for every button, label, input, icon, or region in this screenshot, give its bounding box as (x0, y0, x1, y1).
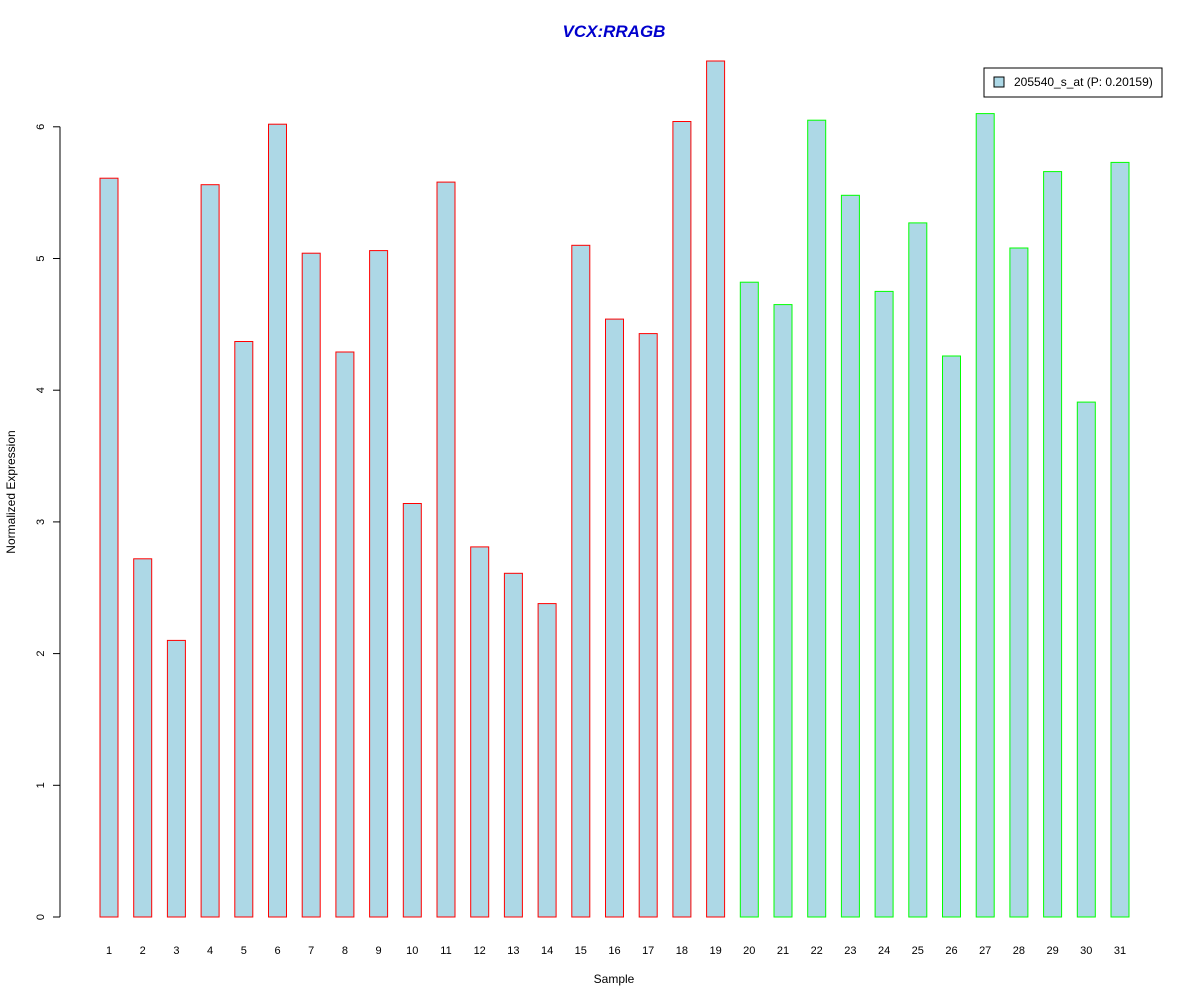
bar-sample-11 (436, 181, 456, 918)
x-tick-label: 22 (811, 945, 823, 957)
bar-sample-24 (874, 290, 894, 918)
y-tick-label: 3 (35, 519, 47, 525)
bar-sample-20 (739, 281, 759, 918)
bar-sample-27 (975, 113, 995, 918)
bar-sample-29 (1043, 171, 1063, 918)
x-tick-label: 11 (440, 945, 451, 957)
bars (99, 60, 1130, 918)
x-tick-label: 3 (173, 945, 179, 957)
bar-sample-17 (638, 333, 658, 918)
x-tick-label: 13 (507, 945, 519, 957)
x-tick-labels: 1 2 3 4 5 6 7 8 9 10 11 12 13 14 15 16 17 18 19 20 21 22 23 24 2… (106, 945, 1126, 957)
y-tick-label: 5 (35, 255, 47, 261)
bar-sample-10 (402, 503, 422, 918)
x-tick-label: 23 (844, 945, 856, 957)
x-tick-label: 4 (207, 945, 213, 957)
bar-sample-19 (706, 60, 726, 918)
bar-sample-5 (234, 341, 254, 918)
bar-sample-12 (470, 546, 490, 918)
bar-sample-9 (369, 250, 389, 918)
x-tick-label: 29 (1046, 945, 1058, 957)
bar-sample-31 (1110, 161, 1130, 918)
x-tick-label: 16 (608, 945, 620, 957)
bar-sample-21 (773, 304, 793, 918)
bar-sample-15 (571, 244, 591, 918)
bar-sample-25 (908, 222, 928, 918)
y-tick-label: 6 (35, 124, 47, 130)
bar-sample-22 (807, 119, 827, 918)
x-tick-label: 12 (474, 945, 486, 957)
x-tick-label: 30 (1080, 945, 1092, 957)
x-tick-label: 9 (376, 945, 382, 957)
x-tick-label: 24 (878, 945, 890, 957)
y-tick-label: 0 (35, 914, 47, 920)
y-axis: 0 1 2 3 4 5 6 (35, 124, 61, 920)
bar-sample-30 (1076, 401, 1096, 918)
legend-box (983, 67, 1163, 98)
x-tick-label: 28 (1013, 945, 1025, 957)
bar-sample-18 (672, 121, 692, 918)
x-tick-label: 25 (912, 945, 924, 957)
y-tick-label: 2 (35, 651, 47, 657)
x-tick-label: 21 (777, 945, 789, 957)
bar-sample-28 (1009, 247, 1029, 918)
bar-sample-1 (99, 177, 119, 918)
bar-sample-23 (840, 194, 860, 918)
y-tick-label: 1 (35, 782, 47, 788)
x-tick-label: 1 (106, 945, 112, 957)
x-tick-label: 14 (541, 945, 553, 957)
x-tick-label: 2 (140, 945, 146, 957)
x-tick-label: 15 (575, 945, 587, 957)
x-tick-label: 20 (743, 945, 755, 957)
bar-sample-2 (133, 558, 153, 918)
x-tick-label: 19 (709, 945, 721, 957)
legend-swatch (993, 76, 1005, 88)
x-tick-label: 27 (979, 945, 991, 957)
bar-sample-7 (301, 252, 321, 918)
x-tick-label: 17 (642, 945, 654, 957)
x-tick-label: 10 (406, 945, 418, 957)
x-tick-label: 18 (676, 945, 688, 957)
y-axis-label: Normalized Expression (4, 430, 18, 553)
x-tick-label: 6 (274, 945, 280, 957)
x-tick-label: 7 (308, 945, 314, 957)
bar-sample-3 (166, 639, 186, 918)
legend: 205540_s_at (P: 0.20159) (983, 67, 1163, 98)
bar-sample-16 (605, 318, 624, 918)
y-tick-label: 4 (35, 387, 47, 393)
x-tick-label: 26 (945, 945, 957, 957)
legend-entry: 205540_s_at (P: 0.20159) (1014, 75, 1153, 89)
x-tick-label: 8 (342, 945, 348, 957)
bar-sample-8 (335, 351, 355, 918)
chart-title: VCX:RRAGB (563, 22, 666, 41)
bar-sample-6 (268, 123, 287, 918)
bar-sample-26 (942, 355, 961, 918)
bar-sample-14 (537, 603, 557, 918)
bar-sample-13 (503, 572, 523, 918)
x-tick-label: 31 (1114, 945, 1126, 957)
x-tick-label: 5 (241, 945, 247, 957)
x-axis-label: Sample (594, 972, 635, 986)
bar-sample-4 (200, 184, 220, 918)
